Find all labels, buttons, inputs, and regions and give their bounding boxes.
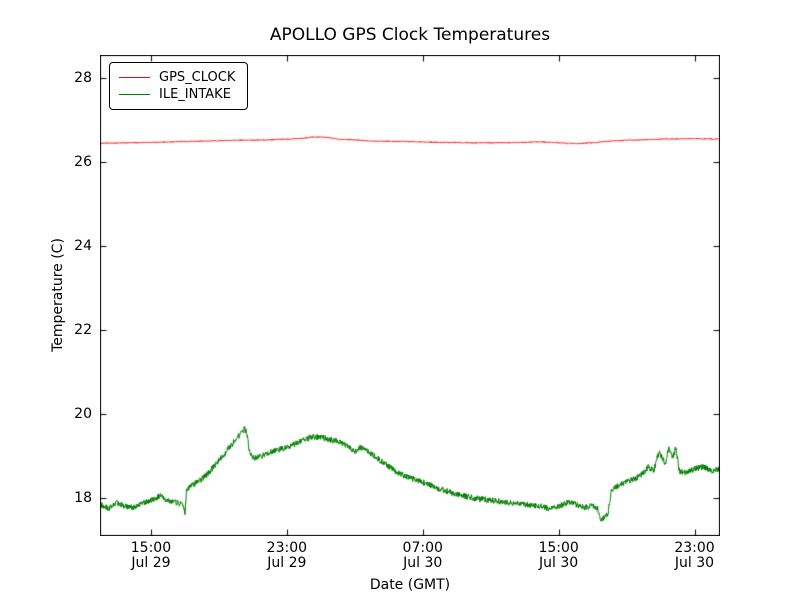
legend: GPS_CLOCK ILE_INTAKE — [109, 62, 249, 110]
chart-title: APOLLO GPS Clock Temperatures — [269, 25, 551, 45]
y-tick-label: 22 — [74, 322, 92, 339]
y-tick-label: 18 — [74, 490, 92, 507]
legend-label: ILE_INTAKE — [159, 87, 231, 102]
legend-item: ILE_INTAKE — [119, 86, 235, 103]
y-tick-label: 26 — [74, 154, 92, 171]
x-tick-time: 23:00 — [674, 540, 715, 556]
x-tick-label: 23:00 Jul 29 — [267, 541, 307, 571]
x-tick-date: Jul 30 — [539, 555, 579, 571]
y-tick-label: 20 — [74, 406, 92, 423]
x-tick-label: 07:00 Jul 30 — [403, 541, 443, 571]
legend-line-sample — [119, 94, 150, 95]
y-tick-label: 28 — [74, 70, 92, 87]
x-tick-date: Jul 30 — [403, 555, 443, 571]
x-tick-date: Jul 30 — [674, 555, 715, 571]
x-axis-label: Date (GMT) — [369, 577, 451, 593]
x-tick-time: 23:00 — [266, 540, 308, 556]
x-tick-date: Jul 29 — [267, 555, 307, 571]
y-tick-label: 24 — [74, 238, 92, 255]
legend-item: GPS_CLOCK — [119, 69, 235, 86]
legend-line-sample — [119, 77, 150, 78]
x-tick-label: 15:00 Jul 30 — [538, 541, 578, 571]
x-tick-time: 15:00 — [538, 540, 579, 556]
legend-label: GPS_CLOCK — [159, 70, 236, 85]
x-tick-time: 07:00 — [402, 540, 443, 556]
x-tick-label: 15:00 Jul 29 — [131, 541, 171, 571]
x-tick-label: 23:00 Jul 30 — [674, 541, 714, 571]
plot-area: GPS_CLOCK ILE_INTAKE — [100, 55, 720, 536]
x-tick-time: 15:00 — [130, 540, 172, 556]
x-tick-date: Jul 29 — [131, 555, 171, 571]
plot-canvas — [100, 55, 720, 536]
